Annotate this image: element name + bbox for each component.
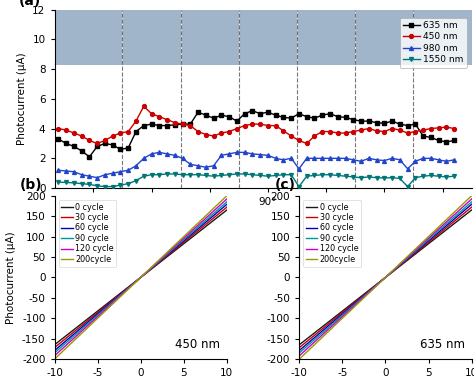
635 nm	[249, 108, 255, 113]
980 nm	[211, 163, 217, 168]
450 nm	[451, 126, 457, 131]
1550 nm	[87, 182, 92, 187]
635 nm	[94, 144, 100, 149]
450 nm	[55, 126, 61, 131]
635 nm	[87, 155, 92, 159]
980 nm	[55, 168, 61, 173]
635 nm	[451, 138, 457, 143]
635 nm	[281, 115, 286, 120]
Y-axis label: Photocurrent (μA): Photocurrent (μA)	[7, 231, 17, 324]
980 nm	[451, 158, 457, 162]
Legend: 635 nm, 450 nm, 980 nm, 1550 nm: 635 nm, 450 nm, 980 nm, 1550 nm	[400, 17, 467, 68]
980 nm	[257, 152, 263, 157]
980 nm	[281, 158, 286, 162]
Line: 450 nm: 450 nm	[56, 104, 456, 146]
635 nm	[55, 137, 61, 141]
Line: 1550 nm: 1550 nm	[56, 172, 456, 188]
980 nm	[327, 156, 333, 161]
1550 nm	[102, 184, 108, 189]
450 nm	[257, 122, 263, 127]
450 nm	[211, 134, 217, 138]
1550 nm	[451, 174, 457, 179]
Y-axis label: Photocurrent (μA): Photocurrent (μA)	[17, 52, 27, 145]
980 nm	[87, 174, 92, 179]
980 nm	[156, 150, 162, 155]
Text: 635 nm: 635 nm	[420, 338, 465, 351]
Legend: 0 cycle, 30 cycle, 60 cycle, 90 cycle, 120 cycle, 200cycle: 0 cycle, 30 cycle, 60 cycle, 90 cycle, 1…	[58, 200, 117, 267]
450 nm	[94, 141, 100, 146]
635 nm	[327, 111, 333, 116]
1550 nm	[55, 180, 61, 184]
Line: 635 nm: 635 nm	[56, 109, 456, 159]
Text: (c): (c)	[275, 179, 296, 192]
Text: (b): (b)	[20, 179, 43, 192]
1550 nm	[281, 173, 286, 177]
450 nm	[281, 128, 286, 133]
450 nm	[87, 138, 92, 143]
980 nm	[94, 176, 100, 180]
635 nm	[203, 113, 209, 117]
1550 nm	[164, 172, 170, 176]
1550 nm	[327, 173, 333, 177]
980 nm	[311, 156, 317, 161]
1550 nm	[211, 174, 217, 179]
450 nm	[311, 134, 317, 138]
635 nm	[257, 111, 263, 116]
450 nm	[141, 104, 146, 109]
635 nm	[311, 116, 317, 120]
1550 nm	[257, 173, 263, 178]
Text: (a): (a)	[19, 0, 41, 8]
Line: 980 nm: 980 nm	[56, 150, 456, 180]
Legend: 0 cycle, 30 cycle, 60 cycle, 90 cycle, 120 cycle, 200cycle: 0 cycle, 30 cycle, 60 cycle, 90 cycle, 1…	[303, 200, 361, 267]
450 nm	[327, 129, 333, 134]
Text: 450 nm: 450 nm	[175, 338, 220, 351]
1550 nm	[311, 173, 317, 178]
Bar	[55, 10, 474, 65]
